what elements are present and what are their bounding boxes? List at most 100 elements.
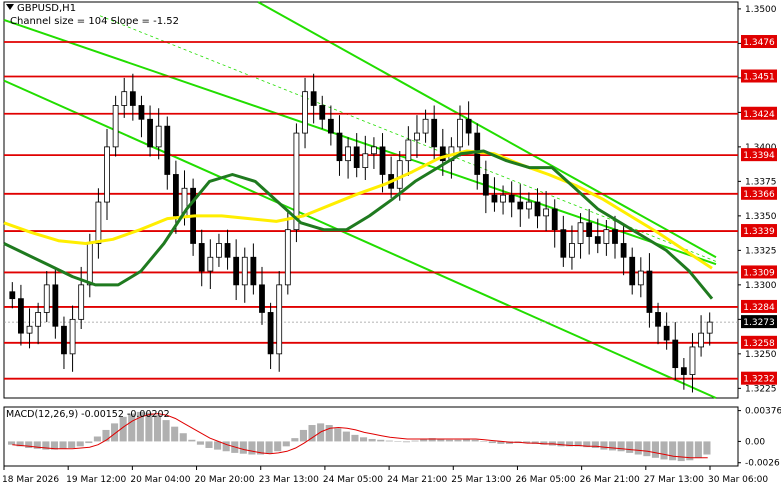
time-tick-label: 24 Mar 05:00: [323, 475, 383, 485]
candle-body: [259, 284, 265, 313]
candle-body: [482, 174, 489, 196]
candle-body: [603, 229, 610, 244]
macd-indicator-label: MACD(12,26,9) -0.00152 -0.00202: [6, 409, 170, 420]
candle-body: [500, 194, 506, 203]
price-tick-label: 1.3500: [745, 5, 777, 15]
macd-histogram-bar: [368, 438, 376, 442]
level-price-tag: [741, 106, 777, 120]
macd-histogram-bar: [308, 425, 316, 442]
current-price-label: 1.3273: [743, 318, 775, 328]
candle-body: [112, 105, 119, 148]
candle-body: [121, 91, 128, 106]
candle-body: [698, 332, 704, 348]
macd-tick-label: 0.00376: [745, 407, 781, 417]
level-price-label: 1.3366: [743, 190, 775, 200]
candle-body: [172, 174, 179, 217]
macd-histogram-bar: [196, 441, 204, 445]
macd-histogram-bar: [68, 441, 76, 448]
candle-body: [405, 139, 412, 162]
moving-average-slow: [3, 149, 713, 270]
macd-histogram-bar: [480, 441, 488, 442]
candle-body: [216, 243, 222, 258]
macd-histogram-bar: [360, 437, 368, 442]
candle-body: [491, 194, 498, 203]
candle-body: [646, 270, 653, 313]
macd-histogram-bar: [50, 441, 59, 450]
macd-signal-line: [12, 413, 708, 459]
time-tick-label: 25 Mar 13:00: [451, 475, 511, 485]
level-price-label: 1.3258: [743, 339, 775, 349]
macd-histogram-bar: [463, 438, 471, 442]
macd-histogram-bar: [76, 441, 84, 447]
candle-body: [9, 291, 16, 300]
macd-histogram-bar: [617, 441, 625, 452]
time-tick-label: 26 Mar 05:00: [515, 475, 575, 485]
candle-body: [439, 146, 446, 162]
macd-histogram-bar: [540, 441, 548, 445]
macd-histogram-bar: [162, 420, 170, 442]
candle-body: [672, 339, 679, 369]
time-tick-label: 19 Mar 12:00: [66, 475, 126, 485]
candle-body: [371, 146, 377, 155]
macd-histogram-bar: [394, 441, 402, 442]
macd-histogram-bar: [33, 441, 41, 449]
candle-body: [396, 160, 403, 189]
macd-histogram-bar: [222, 441, 230, 452]
candle-body: [61, 325, 67, 355]
macd-histogram-bar: [411, 440, 419, 442]
candle-body: [414, 132, 420, 141]
macd-histogram-bar: [591, 441, 599, 448]
chart-symbol-label: GBPUSD,H1: [17, 3, 77, 14]
level-price-tag: [741, 69, 777, 83]
candle-body: [198, 243, 205, 272]
level-price-label: 1.3232: [743, 375, 775, 385]
candle-body: [302, 91, 308, 134]
candle-body: [43, 284, 50, 313]
candle-body: [474, 132, 481, 175]
candle-body: [26, 325, 33, 334]
macd-histogram-bar: [239, 441, 247, 454]
candle-body: [362, 153, 369, 168]
candle-body: [422, 118, 429, 134]
candle-body: [284, 229, 291, 286]
level-price-label: 1.3451: [743, 73, 775, 83]
macd-histogram-bar: [248, 441, 256, 455]
time-tick-label: 18 Mar 2026: [2, 475, 59, 485]
dropdown-arrow-icon[interactable]: [6, 4, 14, 10]
macd-histogram-bar: [136, 411, 144, 442]
candle-body: [534, 201, 541, 217]
level-price-tag: [741, 148, 777, 162]
macd-histogram-bar: [205, 441, 213, 448]
candle-body: [655, 312, 661, 327]
moving-average-fast: [3, 149, 714, 300]
candle-body: [594, 236, 601, 244]
macd-histogram-bar: [377, 439, 385, 442]
candle-body: [18, 298, 24, 334]
macd-histogram-bar: [608, 441, 617, 451]
price-tick-label: 1.3325: [745, 246, 777, 256]
channel-line: [3, 79, 717, 399]
time-tick-label: 27 Mar 13:00: [644, 475, 704, 485]
candle-body: [680, 367, 687, 375]
candle-body: [577, 222, 584, 244]
macd-histogram-bar: [299, 429, 307, 442]
macd-histogram-bar: [274, 441, 282, 452]
candle-body: [207, 256, 214, 272]
macd-histogram-bar: [574, 441, 582, 447]
level-price-label: 1.3476: [743, 38, 775, 48]
candle-body: [517, 201, 524, 210]
candle-body: [629, 256, 636, 286]
candle-body: [327, 118, 334, 134]
candle-body: [104, 146, 110, 203]
candle-body: [431, 118, 438, 148]
macd-histogram-bar: [385, 440, 393, 442]
level-price-label: 1.3284: [743, 303, 775, 313]
candle-body: [69, 318, 76, 355]
price-tick-label: 1.3400: [745, 143, 777, 153]
candle-body: [637, 270, 644, 286]
macd-histogram-bar: [351, 434, 359, 442]
macd-histogram-bar: [93, 436, 101, 442]
time-tick-label: 20 Mar 20:00: [195, 475, 255, 485]
macd-histogram-bar: [454, 439, 462, 442]
